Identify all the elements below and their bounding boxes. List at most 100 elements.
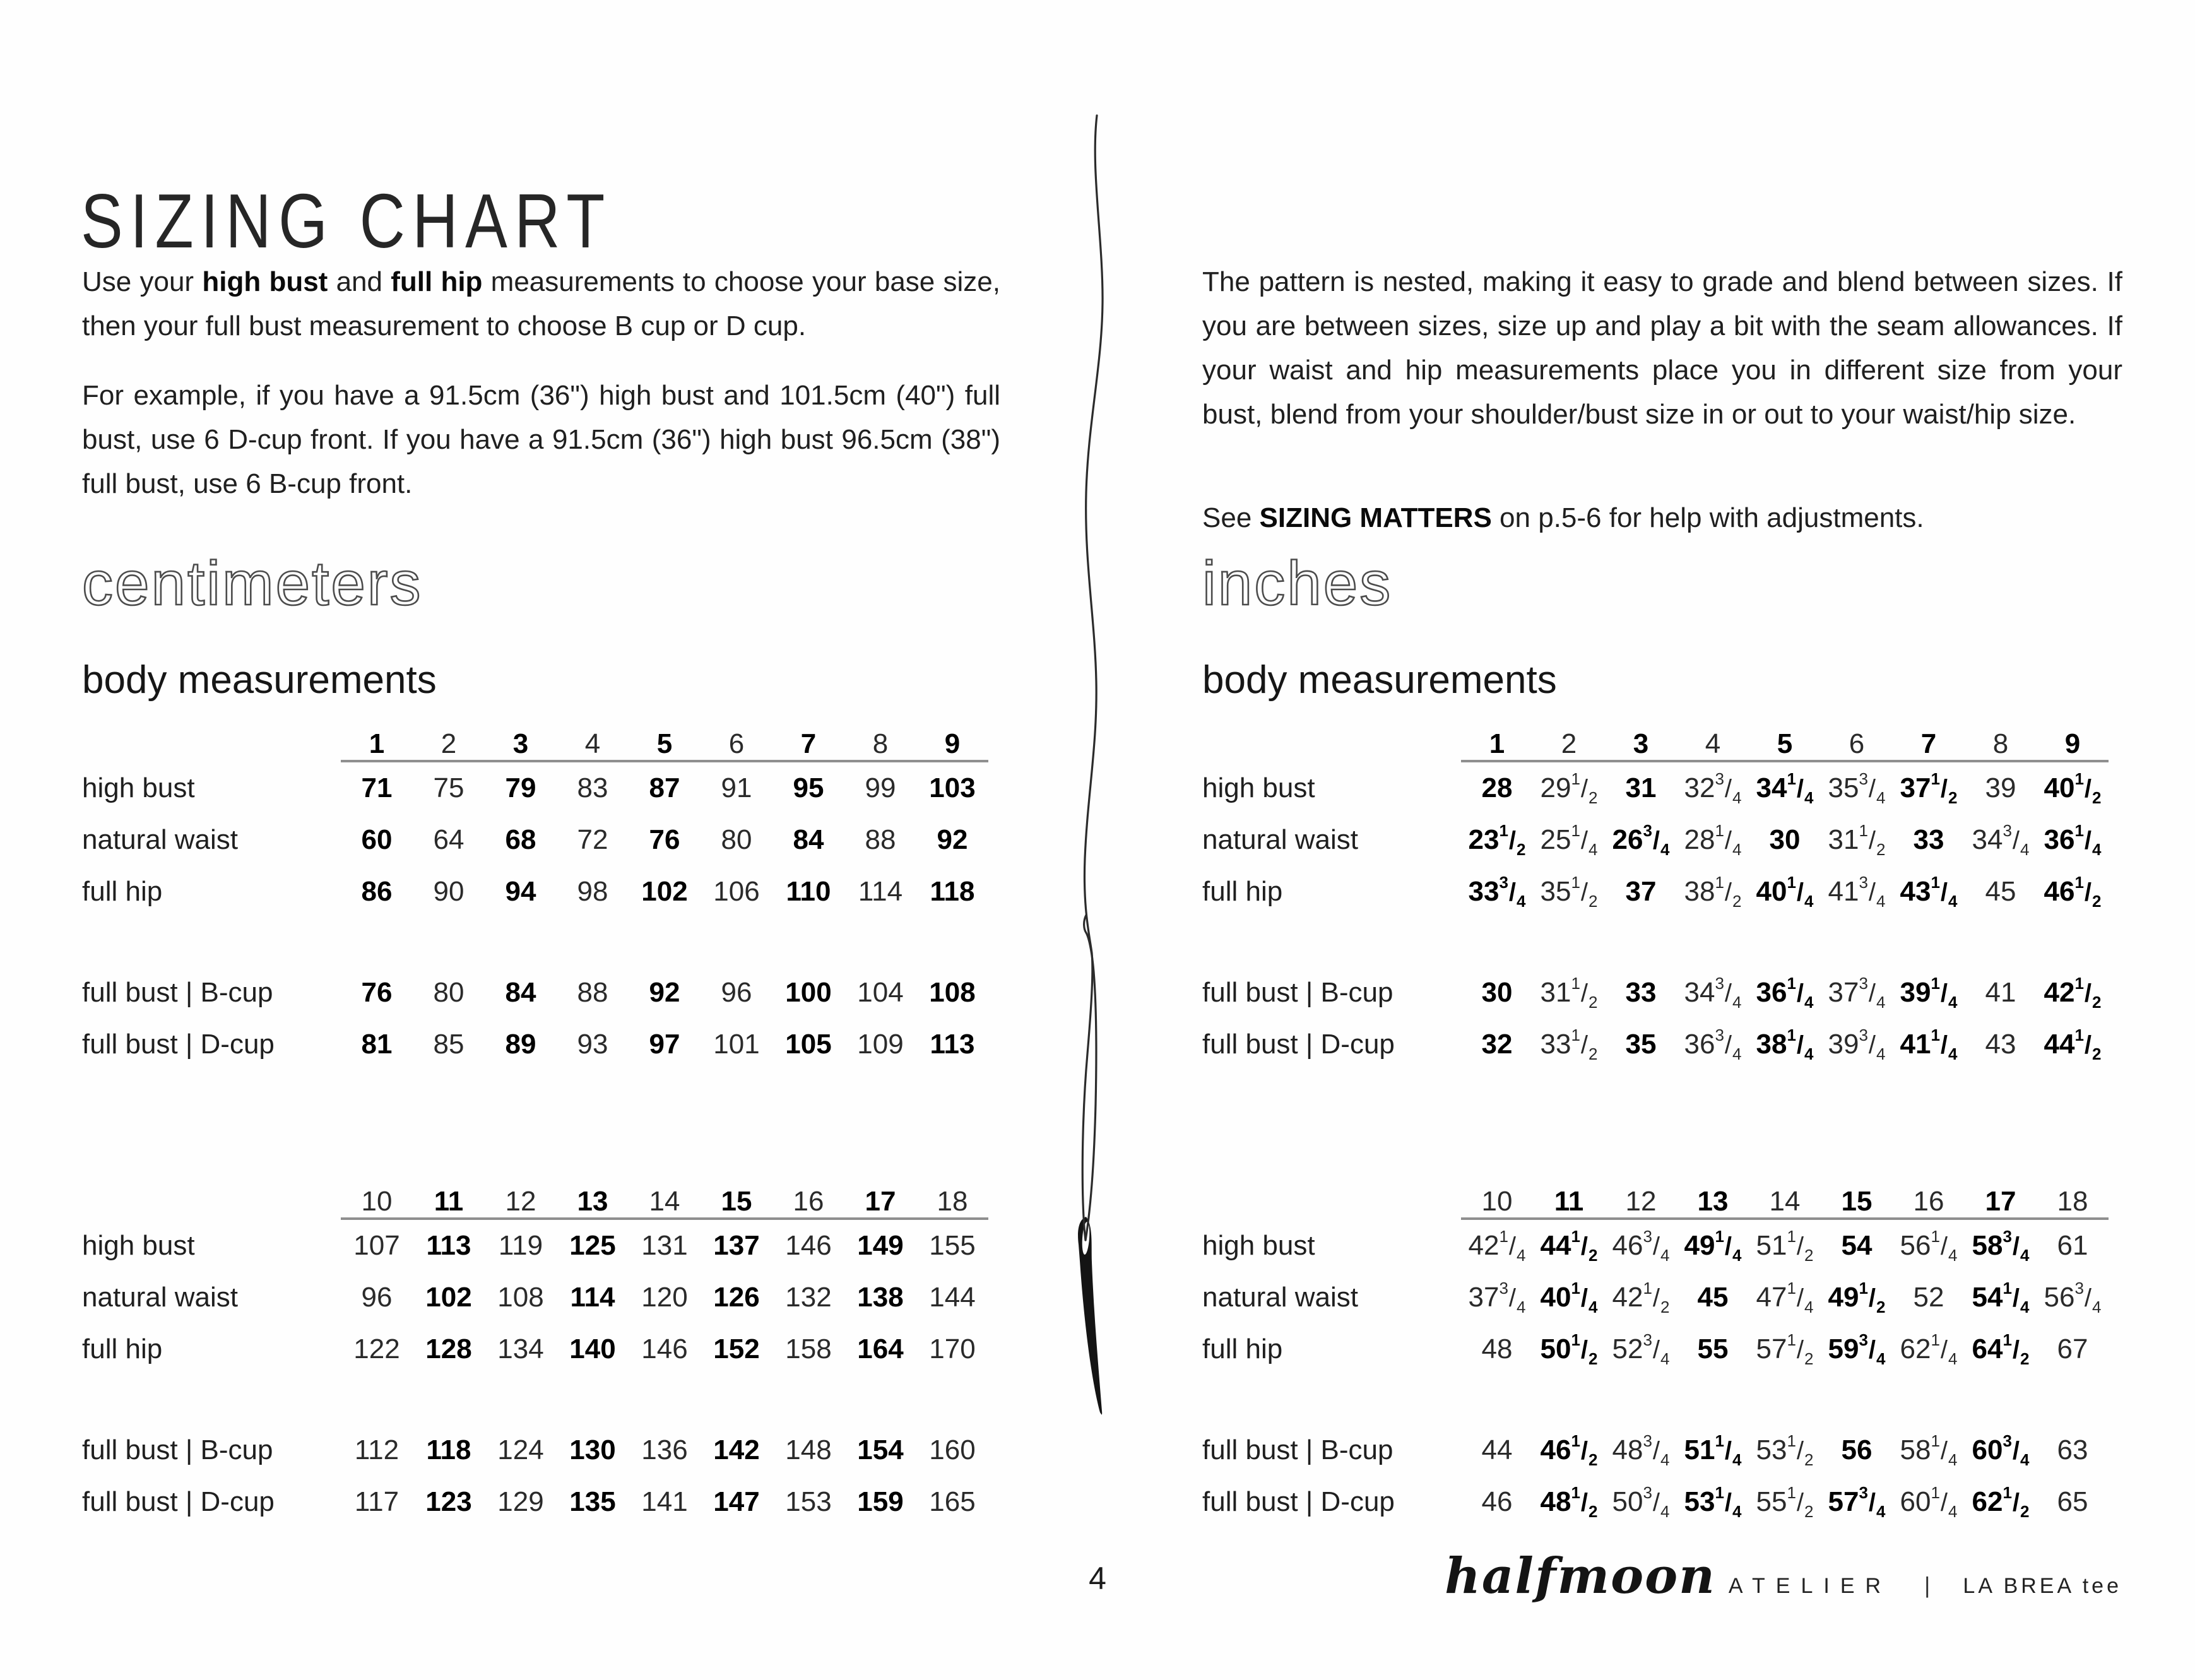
- measurement-value: 140: [569, 1334, 616, 1364]
- fraction-part: /: [2084, 826, 2092, 855]
- fraction-part: 1: [1787, 1226, 1796, 1246]
- measurement-value: 361/4: [1756, 973, 1814, 1012]
- measurement-value: 155: [929, 1230, 976, 1261]
- table-header-rule: [341, 1217, 988, 1220]
- size-column-header: 9: [944, 728, 961, 759]
- fraction-part: 3: [1643, 1226, 1652, 1246]
- size-column-header: 7: [1920, 728, 1937, 759]
- size-header-row: 1 2 3 4 5 6 7 8 9: [1202, 727, 2109, 760]
- measurement-value: 291/2: [1540, 769, 1598, 807]
- brand-logo-word: ATELIER: [1728, 1574, 1892, 1598]
- row-label: high bust: [1202, 1230, 1315, 1261]
- size-column-header: 11: [434, 1186, 464, 1217]
- fraction-part: 1: [1787, 1278, 1796, 1298]
- measurement-value: 41: [1985, 977, 2016, 1008]
- measurement-value: 76: [361, 977, 393, 1008]
- measurement-value: 363/4: [1684, 1025, 1742, 1063]
- measurement-value: 113: [426, 1230, 471, 1261]
- text-segment: SIZING MATTERS: [1259, 502, 1492, 533]
- fraction-part: 2: [2020, 1349, 2030, 1368]
- measurement-value: 603/4: [1972, 1431, 2030, 1469]
- fraction-part: 1: [1931, 1330, 1940, 1349]
- fraction-part: 1: [1787, 1431, 1796, 1450]
- measurement-value: 343/4: [1684, 973, 1742, 1012]
- fraction-part: /: [1868, 1335, 1876, 1364]
- row-label: natural waist: [1202, 824, 1359, 855]
- fraction-part: /: [1796, 1436, 1804, 1465]
- fraction-part: 1: [1859, 820, 1868, 840]
- measurement-value: 641/2: [1972, 1330, 2030, 1368]
- fraction-part: /: [1940, 774, 1948, 803]
- row-label: full hip: [82, 1334, 163, 1364]
- fraction-part: /: [1580, 1488, 1589, 1517]
- fraction-part: 1: [1715, 1482, 1724, 1502]
- fraction-part: /: [2084, 1284, 2092, 1312]
- fraction-part: 2: [1804, 1349, 1814, 1368]
- size-column-header: 1: [1489, 728, 1505, 759]
- measurement-value: 563/4: [2044, 1278, 2102, 1316]
- fraction-part: 1: [1643, 1278, 1652, 1298]
- measurement-value: 481/2: [1540, 1482, 1598, 1521]
- text-segment: full hip: [391, 266, 483, 297]
- fraction-part: 3: [1643, 1431, 1652, 1450]
- fraction-part: 1: [1715, 872, 1724, 892]
- fraction-part: 1: [1715, 1226, 1724, 1246]
- measurement-value: 102: [425, 1282, 472, 1313]
- fraction-part: 3: [1499, 1278, 1508, 1298]
- size-column-header: 1: [369, 728, 385, 759]
- fraction-part: 1: [1571, 1025, 1580, 1044]
- fraction-part: 1: [2003, 1482, 2012, 1502]
- fraction-part: 1: [1931, 1431, 1940, 1450]
- measurement-value: 124: [497, 1435, 544, 1465]
- intro-paragraph-left-1: Use your high bust and full hip measurem…: [82, 260, 1000, 348]
- row-label: high bust: [1202, 772, 1315, 803]
- fraction-part: /: [1724, 1031, 1732, 1059]
- fraction-part: 4: [1732, 839, 1742, 859]
- fraction-part: 1: [2074, 872, 2084, 892]
- measurement-value: 60: [361, 824, 393, 855]
- measurement-value: 281/4: [1684, 820, 1742, 859]
- fraction-part: 1: [1787, 973, 1796, 993]
- fraction-part: 4: [1732, 1044, 1742, 1063]
- intro-paragraph-right-1: The pattern is nested, making it easy to…: [1202, 260, 2122, 437]
- fraction-part: 1: [2074, 769, 2084, 788]
- fraction-part: 4: [1876, 1349, 1886, 1368]
- measurement-value: 89: [505, 1029, 536, 1060]
- size-column-header: 9: [2064, 728, 2081, 759]
- fraction-part: 4: [1660, 839, 1670, 859]
- measurement-value: 54: [1841, 1230, 1873, 1261]
- fraction-part: 4: [1948, 1245, 1958, 1265]
- measurement-value: 65: [2057, 1486, 2088, 1517]
- measurement-value: 28: [1481, 772, 1513, 803]
- measurement-value: 551/2: [1756, 1482, 1814, 1521]
- fraction-part: 4: [1732, 1450, 1742, 1469]
- fraction-part: 2: [1517, 839, 1526, 859]
- measurement-value: 131: [641, 1230, 688, 1261]
- size-column-header: 5: [1777, 728, 1793, 759]
- measurement-value: 136: [641, 1435, 688, 1465]
- fraction-part: 2: [1804, 1501, 1814, 1521]
- fraction-part: 1: [1931, 1482, 1940, 1502]
- measurement-value: 90: [433, 876, 464, 907]
- measurement-value: 421/2: [1612, 1278, 1670, 1316]
- measurement-value: 483/4: [1612, 1431, 1670, 1469]
- measurement-value: 61: [2057, 1230, 2088, 1261]
- fraction-part: 1: [1931, 973, 1940, 993]
- fraction-part: 4: [1732, 1501, 1742, 1521]
- measurement-value: 141: [641, 1486, 688, 1517]
- fraction-part: 4: [1948, 1450, 1958, 1469]
- fraction-part: 3: [1859, 872, 1868, 892]
- measurement-value: 48: [1481, 1334, 1513, 1364]
- measurement-value: 523/4: [1612, 1330, 1670, 1368]
- inches-size-table-1-9: 1 2 3 4 5 6 7 8 9 high bust 28 291/2 31 323/4 341/4 353…: [1202, 727, 2109, 1070]
- fraction-part: /: [1724, 979, 1732, 1007]
- measurement-value: 130: [569, 1435, 616, 1465]
- fraction-part: /: [1796, 774, 1804, 803]
- fraction-part: 1: [1715, 1431, 1724, 1450]
- fraction-part: /: [1796, 1335, 1804, 1364]
- measurement-value: 331/2: [1540, 1025, 1598, 1063]
- fraction-part: /: [1580, 878, 1589, 906]
- fraction-part: /: [2012, 826, 2020, 855]
- measurement-value: 311/2: [1828, 820, 1886, 859]
